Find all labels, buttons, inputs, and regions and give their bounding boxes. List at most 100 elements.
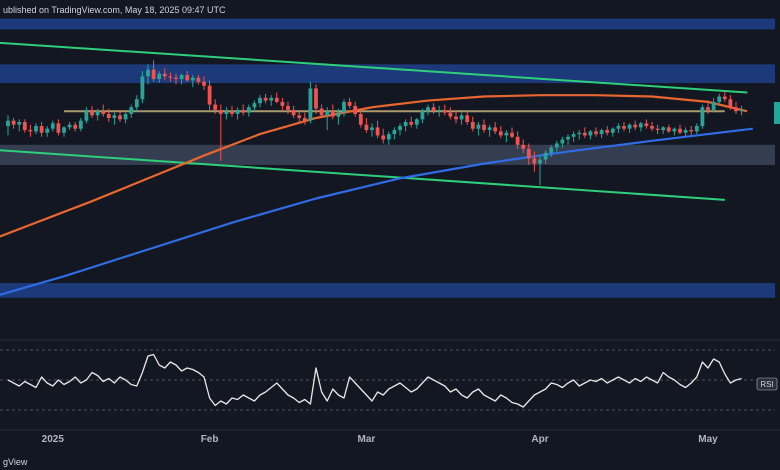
candle [672, 127, 677, 136]
candle [493, 122, 498, 135]
candle [168, 72, 173, 82]
candle [655, 124, 660, 135]
candle-body [554, 143, 559, 148]
rsi-label: RSI [760, 380, 773, 389]
candle [588, 130, 593, 140]
trend-line-0 [0, 41, 748, 94]
candle-body [151, 69, 156, 80]
candle-body [594, 131, 598, 135]
candle-body [633, 124, 638, 128]
candle [666, 124, 671, 133]
candle-body [571, 134, 576, 137]
candle [610, 127, 615, 137]
x-tick-label: Feb [201, 434, 219, 445]
candle-body [605, 130, 610, 133]
candle [67, 122, 72, 131]
candle [39, 122, 44, 137]
candle [146, 64, 150, 85]
candle-body [700, 107, 705, 127]
candle-body [532, 158, 537, 164]
candle [364, 117, 369, 133]
candle-body [218, 109, 223, 114]
candle-body [28, 130, 33, 132]
candle-body [638, 123, 643, 128]
candle [409, 116, 414, 128]
candle [196, 75, 201, 85]
candle [437, 105, 442, 117]
candle [487, 124, 492, 137]
candle-body [95, 111, 100, 116]
candle [319, 104, 324, 118]
candle-body [431, 107, 436, 112]
candle-body [17, 122, 22, 125]
candle-body [465, 115, 470, 123]
candle [213, 99, 218, 114]
candle-body [543, 152, 548, 160]
candle-body [364, 124, 369, 131]
candle [11, 117, 16, 129]
moving-average-1 [0, 127, 753, 296]
candle-body [694, 126, 699, 132]
candle [84, 107, 89, 124]
candle [543, 150, 548, 164]
candle [112, 112, 117, 125]
candle [325, 107, 330, 131]
candle [151, 60, 156, 82]
candle [252, 100, 257, 112]
candle [442, 104, 447, 116]
candle [381, 128, 386, 144]
candle-body [185, 75, 190, 81]
candle-body [196, 77, 201, 82]
candle-body [678, 128, 682, 133]
candle-body [252, 103, 257, 108]
candle [291, 105, 296, 118]
candle [342, 99, 346, 117]
candle-body [627, 124, 632, 129]
indicator-lines [0, 41, 753, 296]
candle [62, 126, 66, 137]
candle [454, 111, 458, 124]
candle-body [6, 120, 10, 127]
candle [392, 127, 397, 140]
candle-body [241, 109, 246, 113]
candle-body [286, 105, 290, 110]
candle [582, 127, 587, 139]
candle-body [386, 134, 391, 140]
candle [426, 104, 430, 116]
candle [403, 119, 408, 132]
candle-body [319, 108, 324, 116]
price-zone-1 [0, 144, 775, 165]
candle [101, 104, 106, 117]
x-tick-label: 2025 [42, 434, 65, 445]
candle [129, 104, 134, 118]
candle-body [207, 85, 212, 105]
candle-body [437, 109, 442, 112]
candle [6, 115, 10, 136]
candle [17, 119, 22, 132]
price-zone-3 [0, 18, 775, 30]
candle-body [45, 128, 50, 133]
candle [414, 117, 419, 129]
candle-body [84, 109, 89, 121]
candle-body [392, 130, 397, 135]
candle-body [353, 105, 358, 114]
candle-body [78, 120, 83, 129]
candle-body [482, 124, 486, 131]
candle-body [342, 101, 346, 113]
candle-body [414, 119, 419, 125]
candle [700, 104, 705, 129]
candle-body [622, 126, 626, 129]
candle [336, 108, 341, 125]
candle [73, 122, 78, 132]
candle-body [174, 77, 178, 80]
candle-body [672, 128, 677, 132]
candle-body [269, 97, 274, 101]
price-zone-2 [0, 283, 775, 298]
trend-line-1 [0, 149, 725, 201]
candle [532, 151, 537, 172]
candle [274, 92, 279, 104]
candle-body [403, 122, 408, 127]
candle-body [336, 112, 341, 117]
candle-body [476, 124, 481, 129]
